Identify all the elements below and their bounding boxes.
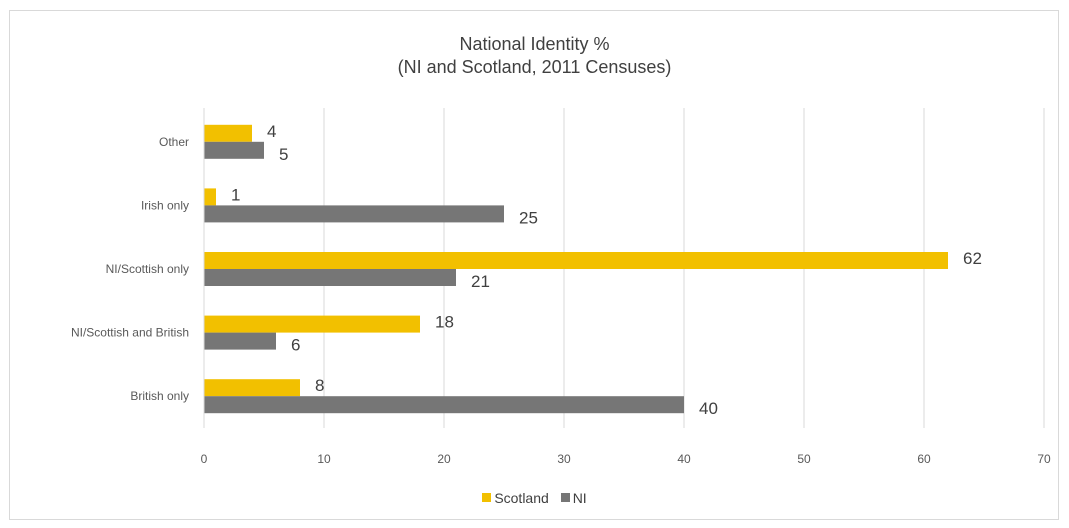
bar-ni (204, 205, 504, 223)
legend-item-scotland: Scotland (482, 489, 549, 506)
bar-scotland (204, 315, 420, 333)
category-label: NI/Scottish and British (71, 326, 189, 340)
data-label: 21 (471, 272, 490, 291)
data-label: 18 (435, 313, 454, 332)
bar-ni (204, 396, 684, 414)
chart-subtitle: (NI and Scotland, 2011 Censuses) (397, 57, 672, 77)
data-label: 8 (315, 376, 324, 395)
bar-ni (204, 332, 276, 350)
bar-ni (204, 269, 456, 286)
x-tick-label: 70 (1037, 452, 1051, 466)
x-tick-label: 30 (557, 452, 571, 466)
data-label: 1 (231, 185, 240, 204)
bar-scotland (204, 379, 300, 397)
category-label: Irish only (141, 198, 189, 212)
data-label: 25 (519, 208, 538, 227)
bar-scotland (204, 252, 948, 269)
legend-label-scotland: Scotland (494, 489, 549, 506)
category-label: British only (130, 389, 189, 403)
chart-title: National Identity % (459, 34, 610, 54)
legend-swatch-scotland (482, 493, 492, 502)
x-tick-label: 50 (797, 452, 811, 466)
bar-ni (204, 141, 264, 159)
bar-scotland (204, 188, 216, 206)
data-label: 4 (267, 122, 276, 141)
x-tick-label: 60 (917, 452, 931, 466)
legend-swatch-ni (560, 493, 570, 502)
x-tick-label: 10 (317, 452, 331, 466)
legend-label-ni: NI (572, 489, 587, 506)
data-label: 5 (279, 145, 288, 164)
data-label: 6 (291, 336, 300, 355)
x-tick-label: 40 (677, 452, 691, 466)
x-tick-label: 0 (201, 452, 208, 466)
category-label: NI/Scottish only (106, 262, 189, 276)
data-label: 40 (699, 399, 718, 418)
category-label: Other (159, 135, 189, 149)
chart-legend: Scotland NI (0, 489, 1069, 506)
x-tick-label: 20 (437, 452, 451, 466)
legend-item-ni: NI (560, 489, 587, 506)
data-label: 62 (963, 249, 982, 268)
bar-scotland (204, 124, 252, 142)
